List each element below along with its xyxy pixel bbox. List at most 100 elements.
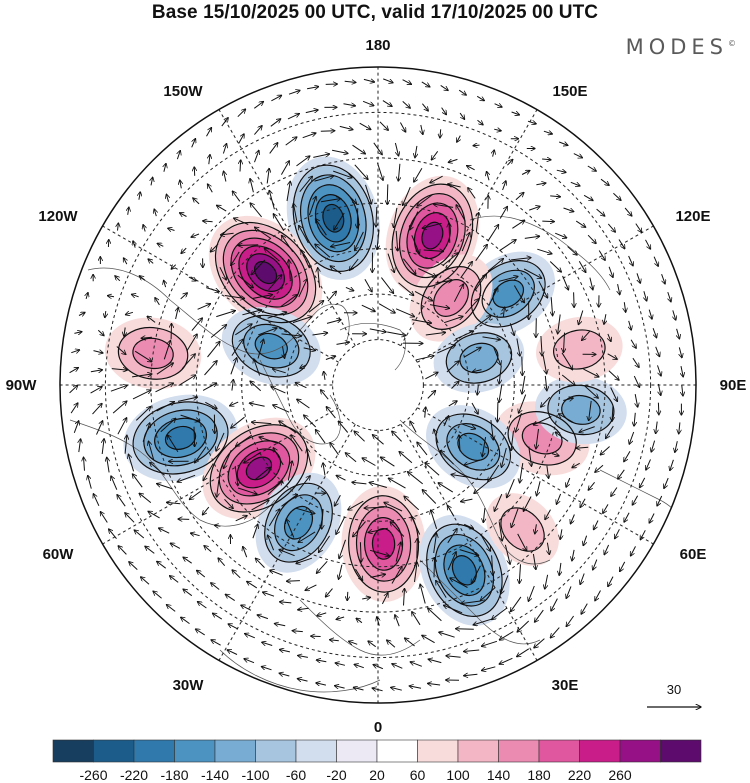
wind-vector [219, 266, 226, 280]
wind-vector [125, 513, 135, 523]
wind-vector [545, 574, 549, 589]
wind-vector [503, 181, 506, 191]
wind-vector [305, 584, 317, 591]
wind-vector [167, 502, 181, 503]
wind-vector [645, 239, 651, 249]
wind-vector [132, 374, 152, 378]
wind-vector [124, 258, 127, 265]
wind-vector [117, 495, 126, 507]
wind-vector [543, 131, 553, 134]
wind-vector [629, 320, 632, 330]
wind-vector [636, 273, 640, 283]
wind-vector [70, 403, 78, 414]
wind-vector [315, 244, 331, 258]
wind-vector [482, 437, 487, 457]
contour-line [254, 261, 278, 285]
wind-vector [264, 248, 280, 262]
contour-line [421, 221, 444, 250]
wind-vector [409, 686, 422, 688]
wind-vector [273, 405, 290, 413]
wind-vector [287, 114, 299, 120]
wind-vector [298, 279, 307, 298]
wind-vector [132, 390, 151, 400]
wind-vector [461, 499, 473, 502]
wind-vector [267, 481, 283, 495]
wind-vector [289, 260, 291, 280]
wind-vector [254, 150, 259, 163]
wind-vector [542, 355, 547, 374]
wind-vector [519, 394, 527, 414]
wind-vector [252, 295, 273, 299]
wind-vector [128, 207, 129, 215]
wind-vector [315, 430, 326, 444]
wind-vector [234, 465, 238, 486]
wind-vector [635, 223, 642, 233]
wind-vector [361, 304, 376, 311]
wind-vector [537, 481, 541, 496]
wind-vector [335, 663, 346, 665]
colorbar-tick-label: -220 [120, 767, 148, 783]
wind-vector [177, 474, 196, 482]
wind-vector [600, 446, 610, 455]
wind-vector [433, 533, 437, 554]
wind-vector [181, 617, 190, 625]
wind-vector [618, 469, 625, 479]
wind-vector [178, 375, 196, 386]
wind-vector [74, 332, 82, 334]
wind-vector [373, 665, 384, 670]
wind-vector [534, 638, 545, 648]
wind-vector [632, 495, 639, 506]
wind-vector [461, 233, 470, 252]
wind-vector [202, 506, 210, 515]
wind-vector [436, 581, 447, 598]
wind-vector [268, 535, 275, 551]
contour-line [246, 253, 285, 292]
wind-vector [259, 437, 279, 444]
wind-vector [380, 457, 395, 467]
wind-vector [629, 431, 635, 444]
wind-vector [395, 615, 400, 627]
wind-vector [570, 181, 580, 186]
anomaly-center-negative [433, 323, 525, 393]
wind-vector [488, 464, 500, 482]
anomaly-contours [470, 259, 546, 328]
wind-vector [524, 236, 540, 238]
wind-vector [487, 171, 490, 181]
wind-vector [217, 479, 219, 497]
brand-name: MODES [625, 35, 728, 59]
coastline-north-america [87, 267, 350, 355]
anomaly-contours [231, 314, 311, 378]
wind-vector [425, 463, 440, 476]
wind-vector [315, 219, 327, 236]
wind-vector [349, 258, 359, 271]
colorbar-tick-label: 140 [487, 767, 511, 783]
wind-vector [166, 605, 176, 612]
wind-vector [272, 369, 286, 374]
wind-vector [216, 432, 225, 451]
wind-vector [313, 154, 329, 158]
wind-vector [155, 383, 174, 393]
wind-vector [431, 151, 439, 160]
wind-vector [507, 159, 512, 166]
wind-vector [372, 688, 383, 691]
wind-vector [330, 266, 342, 275]
wind-vector [205, 401, 217, 408]
wind-vector [655, 346, 660, 357]
wind-vector [438, 483, 454, 493]
wind-vector [109, 529, 117, 540]
wind-vector [436, 345, 455, 354]
wind-vector [673, 310, 676, 320]
colorbar-swatch [295, 739, 337, 763]
wind-vector [308, 196, 316, 216]
wind-vector [464, 674, 478, 676]
wind-vector [480, 533, 491, 551]
wind-vector [293, 203, 298, 223]
wind-vector [273, 214, 285, 231]
wind-vector [547, 542, 549, 555]
wind-vector [286, 581, 300, 582]
wind-vector [181, 354, 195, 370]
wind-vector [195, 446, 207, 463]
wind-vector [494, 493, 503, 511]
wind-vector [69, 368, 79, 374]
contour-line [435, 413, 511, 481]
